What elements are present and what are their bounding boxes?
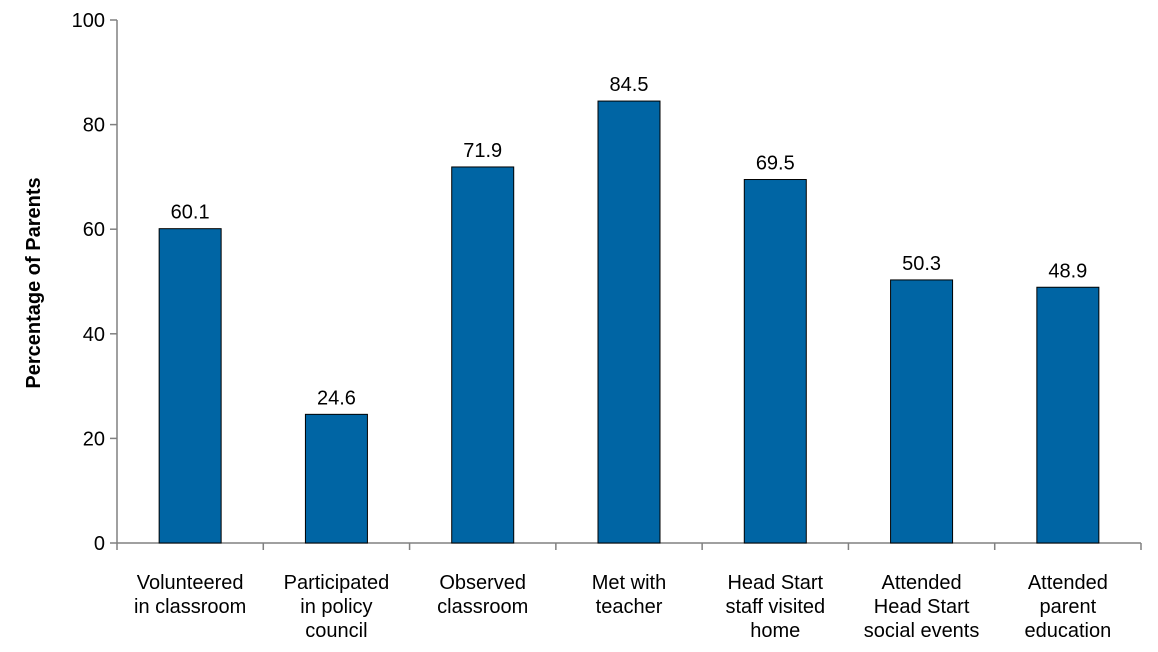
bars — [158, 100, 1100, 544]
bar — [890, 279, 954, 544]
x-category-label: Attended Head Start social events — [864, 572, 980, 642]
x-category-label: Met with teacher — [592, 572, 666, 618]
y-axis-ticks: 0 20 40 60 80 100 — [72, 10, 117, 555]
data-label: 60.1 — [171, 202, 210, 224]
data-label: 84.5 — [610, 74, 649, 96]
data-label: 24.6 — [317, 387, 356, 409]
x-category-label: Observed classroom — [437, 572, 528, 618]
category-labels: Volunteered in classroom Participated in po… — [134, 572, 1111, 642]
y-tick-label: 100 — [72, 10, 105, 32]
x-category-label: Attended parent education — [1024, 572, 1111, 642]
y-tick-label: 40 — [83, 324, 105, 346]
data-labels: 60.1 24.6 71.9 84.5 69.5 50.3 48.9 — [171, 74, 1088, 409]
data-label: 50.3 — [902, 253, 941, 275]
bar — [743, 179, 807, 544]
y-tick-label: 20 — [83, 428, 105, 450]
bar — [597, 100, 661, 544]
bar — [158, 228, 222, 544]
bar — [451, 166, 515, 544]
bar — [304, 413, 368, 544]
data-label: 48.9 — [1048, 260, 1087, 282]
data-label: 71.9 — [463, 140, 502, 162]
y-tick-label: 80 — [83, 115, 105, 137]
y-tick-label: 60 — [83, 219, 105, 241]
y-tick-label: 0 — [94, 533, 105, 555]
x-category-label: Head Start staff visited home — [725, 572, 825, 642]
bar — [1036, 286, 1100, 544]
x-axis-ticks — [116, 543, 1142, 550]
x-category-label: Volunteered in classroom — [134, 572, 246, 618]
data-label: 69.5 — [756, 153, 795, 175]
x-category-label: Participated in policy council — [284, 572, 390, 642]
y-axis-title: Percentage of Parents — [23, 177, 45, 388]
